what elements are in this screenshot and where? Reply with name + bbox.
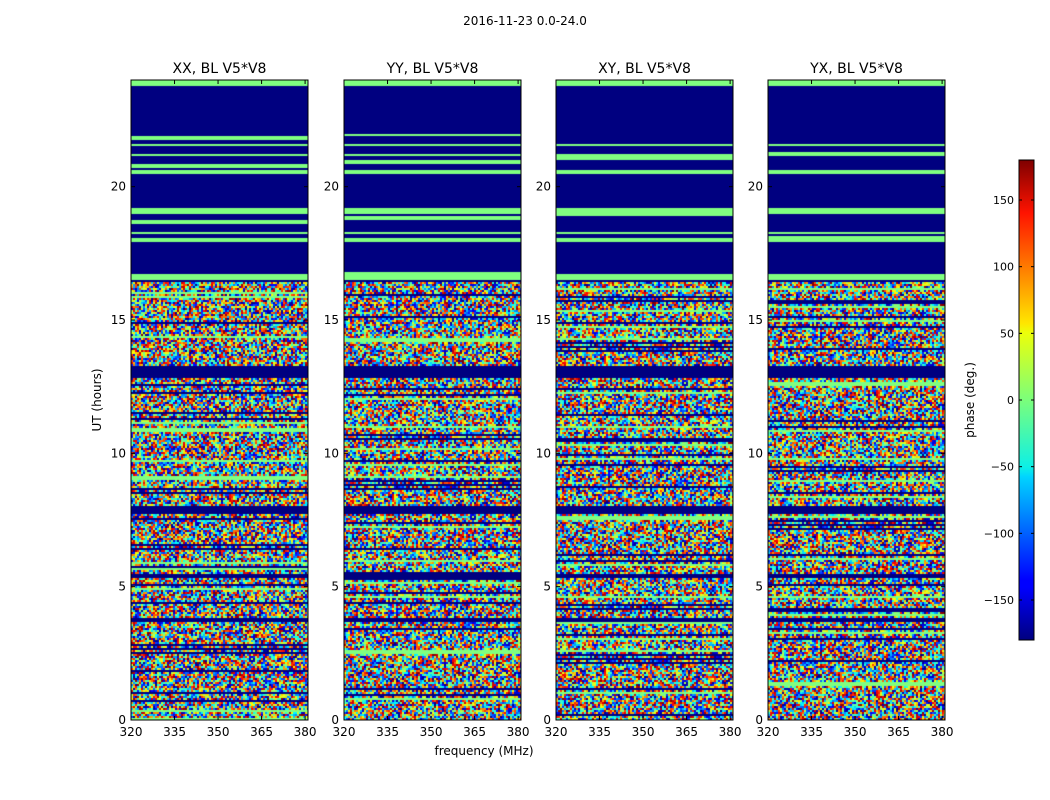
y-tick-label: 10 bbox=[111, 446, 126, 460]
y-tick-label: 5 bbox=[118, 580, 126, 594]
y-tick-label: 5 bbox=[331, 580, 339, 594]
x-tick-label: 320 bbox=[333, 725, 356, 739]
colorbar-tick-label: −150 bbox=[984, 594, 1014, 607]
colorbar-label: phase (deg.) bbox=[963, 362, 977, 438]
x-tick-label: 380 bbox=[294, 725, 317, 739]
colorbar-tick-label: −100 bbox=[984, 527, 1014, 540]
x-tick-label: 350 bbox=[844, 725, 867, 739]
y-tick-label: 10 bbox=[748, 446, 763, 460]
y-axis-label: UT (hours) bbox=[90, 368, 104, 431]
x-tick-label: 335 bbox=[163, 725, 186, 739]
panel-2: XY, BL V5*V8 320 335 350 365 380 0 5 10 15 20 bbox=[536, 61, 742, 739]
panel-title-0: XX, BL V5*V8 bbox=[173, 61, 267, 77]
panel-3: YX, BL V5*V8 320 335 350 365 380 0 5 10 15 20 bbox=[748, 61, 954, 739]
colorbar-tick-label: 0 bbox=[1007, 394, 1014, 407]
y-tick-label: 15 bbox=[324, 313, 339, 327]
y-tick-label: 5 bbox=[755, 580, 763, 594]
y-tick-label: 20 bbox=[536, 180, 551, 194]
panel-frame-3 bbox=[767, 79, 946, 721]
colorbar-tick-label: 100 bbox=[993, 261, 1014, 274]
colorbar: 150 100 50 0 −50 −100 −150 phase (deg.) bbox=[963, 159, 1035, 641]
colorbar-tick-label: 50 bbox=[1000, 327, 1014, 340]
panel-title-3: YX, BL V5*V8 bbox=[809, 61, 903, 77]
panel-0: XX, BL V5*V8 320 335 350 365 380 0 5 10 15 20 bbox=[111, 61, 317, 739]
x-tick-label: 350 bbox=[420, 725, 443, 739]
x-tick-label: 365 bbox=[250, 725, 273, 739]
x-tick-label: 350 bbox=[207, 725, 230, 739]
x-tick-label: 335 bbox=[588, 725, 611, 739]
x-tick-label: 365 bbox=[675, 725, 698, 739]
colorbar-tick-label: −50 bbox=[991, 461, 1014, 474]
y-tick-label: 10 bbox=[536, 446, 551, 460]
x-tick-label: 380 bbox=[507, 725, 530, 739]
y-tick-label: 20 bbox=[748, 180, 763, 194]
x-tick-label: 320 bbox=[757, 725, 780, 739]
panel-title-1: YY, BL V5*V8 bbox=[386, 61, 479, 77]
heatmap-image-0 bbox=[131, 80, 308, 720]
heatmap-image-1 bbox=[344, 80, 521, 720]
y-tick-label: 15 bbox=[536, 313, 551, 327]
heatmap-image-3 bbox=[768, 80, 945, 720]
y-tick-label: 0 bbox=[118, 713, 126, 727]
x-tick-label: 380 bbox=[931, 725, 954, 739]
y-tick-label: 10 bbox=[324, 446, 339, 460]
x-tick-label: 335 bbox=[800, 725, 823, 739]
colorbar-tick-label: 150 bbox=[993, 194, 1014, 207]
y-tick-label: 0 bbox=[755, 713, 763, 727]
y-tick-label: 20 bbox=[324, 180, 339, 194]
panel-title-2: XY, BL V5*V8 bbox=[598, 61, 691, 77]
x-tick-label: 320 bbox=[545, 725, 568, 739]
x-tick-label: 350 bbox=[632, 725, 655, 739]
x-tick-label: 380 bbox=[719, 725, 742, 739]
x-axis-label: frequency (MHz) bbox=[434, 744, 533, 758]
y-tick-label: 0 bbox=[543, 713, 551, 727]
y-tick-label: 15 bbox=[748, 313, 763, 327]
y-tick-label: 5 bbox=[543, 580, 551, 594]
y-tick-label: 20 bbox=[111, 180, 126, 194]
x-tick-label: 365 bbox=[887, 725, 910, 739]
panel-frame-0 bbox=[130, 79, 309, 721]
figure-suptitle: 2016-11-23 0.0-24.0 bbox=[463, 14, 587, 28]
panel-frame-1 bbox=[343, 79, 522, 721]
x-tick-label: 320 bbox=[120, 725, 143, 739]
heatmap-image-2 bbox=[556, 80, 733, 720]
panel-1: YY, BL V5*V8 320 335 350 365 380 0 5 10 15 20 bbox=[324, 61, 530, 739]
x-tick-label: 365 bbox=[463, 725, 486, 739]
x-tick-label: 335 bbox=[376, 725, 399, 739]
y-tick-label: 15 bbox=[111, 313, 126, 327]
y-tick-label: 0 bbox=[331, 713, 339, 727]
panel-frame-2 bbox=[555, 79, 734, 721]
